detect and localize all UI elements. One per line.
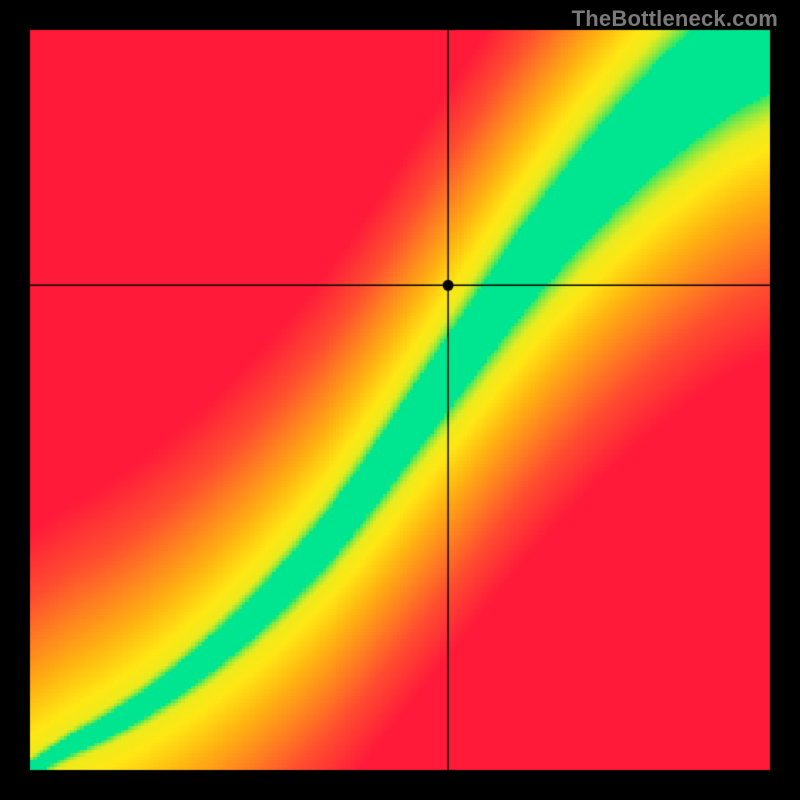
watermark-text: TheBottleneck.com	[572, 6, 778, 32]
chart-container: TheBottleneck.com	[0, 0, 800, 800]
bottleneck-heatmap	[0, 0, 800, 800]
